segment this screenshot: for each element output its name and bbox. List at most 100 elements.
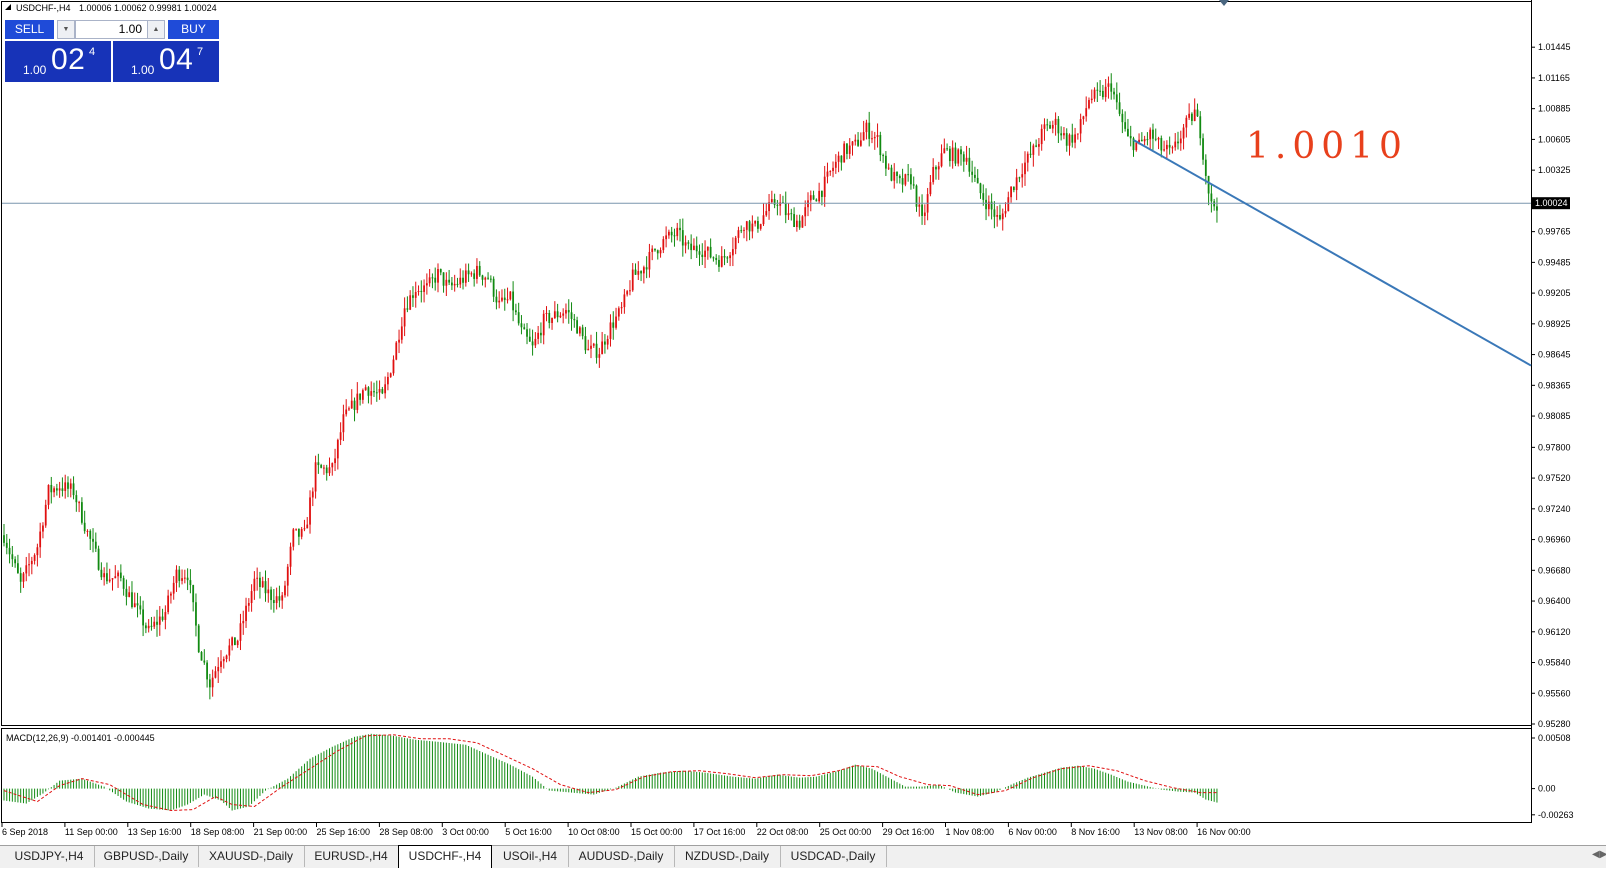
- volume-decrease-button[interactable]: ▼: [57, 20, 75, 39]
- candle-body: [1202, 138, 1204, 160]
- tab-gbpusd-daily[interactable]: GBPUSD-,Daily: [94, 846, 199, 867]
- candle-body: [957, 149, 960, 164]
- candle-body: [339, 432, 342, 440]
- candle-body: [131, 592, 133, 608]
- tab-audusd-daily[interactable]: AUDUSD-,Daily: [568, 846, 675, 867]
- candle-body: [222, 658, 225, 662]
- candle-body: [706, 246, 709, 251]
- candle-body: [1132, 138, 1135, 151]
- candle-body: [462, 277, 464, 283]
- shift-marker-icon[interactable]: [1219, 0, 1229, 6]
- sell-lots: 1.00: [23, 63, 47, 77]
- candle-body: [22, 573, 25, 582]
- candle-body: [501, 297, 503, 301]
- tab-xauusd-daily[interactable]: XAUUSD-,Daily: [198, 846, 305, 867]
- candle-body: [250, 591, 253, 604]
- candle-body: [428, 277, 431, 284]
- y-tick-label: 1.01445: [1538, 42, 1571, 52]
- candle-body: [520, 323, 523, 328]
- candle-body: [295, 528, 298, 530]
- x-tick-label: 11 Sep 00:00: [65, 827, 118, 837]
- candle-body: [960, 149, 962, 155]
- tab-usdjpy-h4[interactable]: USDJPY-,H4: [4, 846, 95, 867]
- x-tick-label: 13 Nov 08:00: [1134, 827, 1188, 837]
- candle-body: [459, 277, 462, 285]
- x-tick-label: 28 Sep 08:00: [379, 827, 433, 837]
- candle-body: [484, 277, 487, 280]
- buy-button[interactable]: BUY: [168, 20, 219, 39]
- x-tick-label: 10 Oct 08:00: [568, 827, 620, 837]
- candle-body: [898, 175, 901, 179]
- candle-body: [1115, 94, 1118, 103]
- candle-body: [1068, 134, 1071, 146]
- candle-body: [698, 251, 701, 255]
- candle-body: [1210, 193, 1213, 202]
- candle-body: [1196, 109, 1199, 117]
- candle-body: [78, 502, 81, 504]
- candle-body: [5, 542, 8, 548]
- candle-body: [768, 202, 770, 212]
- macd-tick-label: 0.00: [1538, 784, 1556, 794]
- candle-body: [823, 176, 826, 197]
- volume-increase-button[interactable]: ▲: [147, 20, 165, 39]
- candle-body: [442, 272, 445, 286]
- candle-body: [361, 390, 364, 400]
- candle-body: [47, 484, 50, 505]
- candle-body: [770, 199, 773, 203]
- candle-body: [367, 387, 370, 396]
- candle-body: [128, 592, 131, 597]
- candle-body: [325, 467, 328, 474]
- current-price-text: 1.00024: [1535, 198, 1568, 208]
- sell-price-box[interactable]: 1.00 02 4: [5, 41, 111, 82]
- tab-scroll-arrows-icon[interactable]: ◀▶: [1592, 849, 1606, 860]
- tab-usdchf-h4[interactable]: USDCHF-,H4: [398, 845, 492, 868]
- candle-body: [264, 581, 267, 594]
- candle-body: [1107, 83, 1110, 87]
- candle-body: [517, 312, 520, 324]
- tab-usoil-h4[interactable]: USOil-,H4: [492, 846, 569, 867]
- candle-body: [815, 199, 818, 202]
- candle-body: [623, 294, 626, 308]
- candle-body: [743, 229, 745, 231]
- tab-usdcad-daily[interactable]: USDCAD-,Daily: [780, 846, 887, 867]
- candle-body: [481, 275, 484, 280]
- y-tick-label: 1.00885: [1538, 104, 1571, 114]
- candle-body: [1213, 201, 1216, 207]
- candle-body: [178, 569, 181, 581]
- candlestick-series: [3, 73, 1218, 700]
- candle-body: [17, 563, 19, 574]
- candle-body: [617, 308, 620, 317]
- candle-body: [687, 242, 690, 244]
- candle-body: [534, 338, 537, 346]
- candle-body: [275, 596, 278, 604]
- candle-body: [342, 414, 345, 433]
- tab-nzdusd-daily[interactable]: NZDUSD-,Daily: [674, 846, 781, 867]
- candle-body: [375, 392, 378, 394]
- candle-body: [139, 605, 142, 610]
- candle-body: [751, 223, 754, 232]
- candle-body: [14, 559, 17, 564]
- candle-body: [929, 182, 932, 195]
- candle-body: [398, 339, 400, 343]
- candle-body: [670, 231, 673, 236]
- candle-body: [303, 528, 306, 530]
- candle-body: [451, 282, 453, 286]
- candle-body: [523, 327, 526, 330]
- candle-body: [612, 322, 615, 328]
- candle-body: [987, 201, 990, 210]
- buy-price-box[interactable]: 1.00 04 7: [113, 41, 219, 82]
- candle-body: [1090, 98, 1093, 101]
- candle-body: [30, 560, 33, 565]
- candle-body: [821, 190, 823, 197]
- candle-body: [211, 677, 214, 688]
- candle-body: [1035, 145, 1038, 147]
- candle-body: [1143, 139, 1146, 142]
- tab-eurusd-h4[interactable]: EURUSD-,H4: [304, 846, 399, 867]
- candle-body: [712, 257, 715, 259]
- trend-line[interactable]: [1132, 139, 1532, 367]
- x-tick-label: 6 Nov 00:00: [1008, 827, 1057, 837]
- candle-body: [559, 315, 562, 318]
- sell-button[interactable]: SELL: [5, 20, 54, 39]
- volume-input[interactable]: 1.00: [75, 20, 149, 39]
